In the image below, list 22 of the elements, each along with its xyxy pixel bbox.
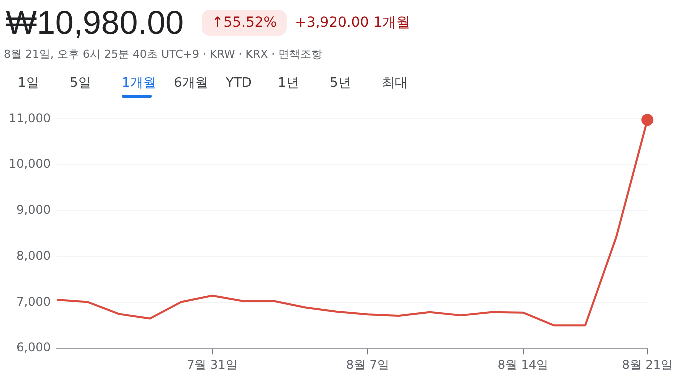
text: +3,920.00 1개월 xyxy=(295,14,411,32)
chart-title: ₩10,980.00 xyxy=(6,4,184,42)
y-tick-label: 6,000 xyxy=(16,340,51,355)
y-tick-label: 11,000 xyxy=(9,111,51,126)
text: 1일 xyxy=(18,76,40,91)
x-tick-label: 8월 7일 xyxy=(346,358,390,372)
text: 최대 xyxy=(382,76,408,91)
y-tick-label: 9,000 xyxy=(16,203,51,218)
text: 1개월 xyxy=(122,76,156,91)
x-tick-label: 7월 31일 xyxy=(187,358,238,372)
y-tick-label: 8,000 xyxy=(16,248,51,263)
x-tick-label: 8월 14일 xyxy=(498,358,549,372)
text: YTD xyxy=(226,76,252,91)
y-tick-label: 10,000 xyxy=(9,157,51,172)
text: 5일 xyxy=(70,76,92,91)
text: ↑55.52% xyxy=(202,10,288,36)
text: 6개월 xyxy=(174,76,208,91)
y-tick-label: 7,000 xyxy=(16,294,51,309)
chart-subtitle: 8월 21일, 오후 6시 25분 40초 UTC+9 · KRW · KRX · 면책조항 xyxy=(4,47,323,62)
text: 5년 xyxy=(330,76,352,91)
text: 1년 xyxy=(278,76,300,91)
x-tick-label: 8월 21일 xyxy=(622,358,673,372)
